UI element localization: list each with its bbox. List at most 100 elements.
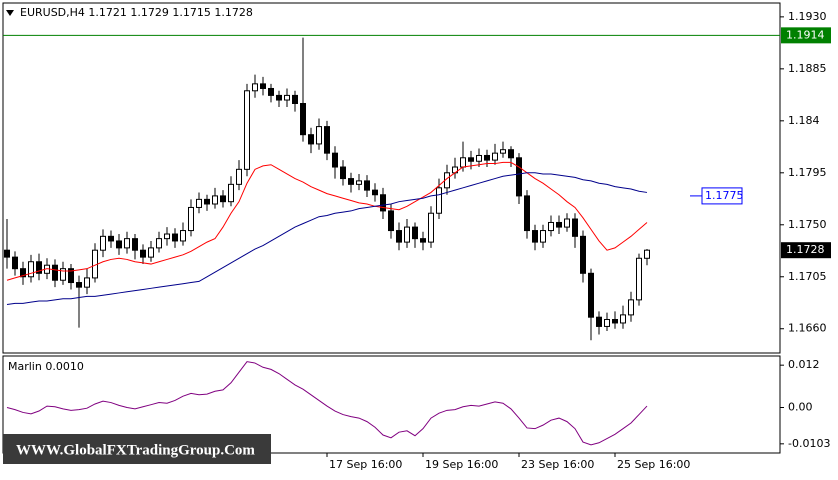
candle-body (268, 87, 274, 96)
candle-body (84, 277, 90, 288)
candle-body (212, 195, 218, 205)
candle-body (628, 299, 634, 316)
candle-body (4, 249, 10, 258)
candle-body (284, 94, 290, 101)
candle-body (332, 152, 338, 168)
candle-body (396, 230, 402, 243)
candle-body (220, 195, 226, 203)
y-tick-label: 1.1930 (788, 10, 827, 23)
candle-body (476, 154, 482, 162)
y-tick-label: 1.1660 (788, 322, 827, 335)
candle-body (516, 157, 522, 197)
ma-label: 1.1775 (705, 189, 744, 202)
candle-body (188, 206, 194, 232)
candle-body (636, 257, 642, 301)
candle-body (236, 168, 242, 185)
candle-body (308, 134, 314, 145)
candle-body (196, 198, 202, 208)
candle-body (260, 83, 266, 89)
candle-body (468, 157, 474, 162)
level-label-box (781, 27, 831, 44)
candle-body (36, 261, 42, 274)
candle-body (124, 238, 130, 249)
candle-body (228, 183, 234, 203)
y-tick-label: 0.012 (788, 358, 820, 371)
candle-body (508, 149, 514, 159)
candle-body (548, 221, 554, 232)
x-tick-label: 23 Sep 16:00 (521, 458, 594, 471)
candle-body (292, 94, 298, 104)
candle-body (324, 126, 330, 154)
candle-body (372, 189, 378, 196)
candle-body (460, 157, 466, 168)
candle-body (596, 316, 602, 327)
candle-body (532, 230, 538, 243)
candle-body (428, 212, 434, 243)
candle-body (356, 180, 362, 185)
candle-body (140, 249, 146, 258)
candle-body (60, 268, 66, 281)
candle-body (20, 268, 26, 278)
candle-body (404, 226, 410, 243)
candle-body (380, 194, 386, 212)
candle-body (524, 195, 530, 232)
candle-body (348, 178, 354, 185)
candle-body (276, 94, 282, 101)
x-tick-label: 17 Sep 16:00 (329, 458, 402, 471)
level-label: 1.1914 (786, 28, 825, 41)
y-tick-label: -0.0103 (788, 437, 830, 450)
x-tick-label: 19 Sep 16:00 (425, 458, 498, 471)
menu-arrow[interactable] (6, 10, 14, 16)
x-tick-label: 25 Sep 16:00 (617, 458, 690, 471)
candle-body (556, 221, 562, 228)
candle-body (108, 235, 114, 242)
candle-body (244, 90, 250, 170)
candle-body (316, 126, 322, 145)
candle-body (132, 238, 138, 251)
candle-body (484, 154, 490, 161)
candle-body (164, 233, 170, 240)
candle-body (572, 218, 578, 237)
candle-body (68, 268, 74, 284)
candle-body (148, 247, 154, 258)
candle-body (364, 180, 370, 191)
candle-body (412, 226, 418, 240)
y-tick-label: 1.1795 (788, 166, 827, 179)
candle-body (100, 235, 106, 251)
last-price-label: 1.1728 (786, 243, 825, 256)
candle-body (116, 240, 122, 249)
candle-body (156, 238, 162, 249)
candle-body (612, 319, 618, 324)
candle-body (172, 233, 178, 242)
candle-body (580, 235, 586, 274)
main-panel (2, 2, 781, 354)
candle-body (604, 319, 610, 327)
candle-body (76, 282, 82, 288)
candle-body (436, 187, 442, 214)
candle-body (388, 210, 394, 232)
candle-body (52, 264, 58, 281)
moving-average (6, 161, 648, 281)
candle-body (28, 261, 34, 278)
candle-body (252, 83, 258, 92)
candle-body (12, 256, 18, 270)
y-tick-label: 1.1750 (788, 218, 827, 231)
watermark-box (3, 434, 271, 464)
candle-body (620, 314, 626, 324)
candle-body (588, 272, 594, 318)
indicator-panel (2, 355, 781, 454)
last-price-box (781, 242, 831, 259)
candle-body (500, 149, 506, 154)
candle-body (420, 238, 426, 243)
candle-body (644, 249, 650, 259)
candle-body (204, 198, 210, 205)
candle-body (564, 218, 570, 228)
y-tick-label: 1.184 (788, 114, 820, 127)
y-tick-label: 1.1705 (788, 270, 827, 283)
candle-body (540, 230, 546, 243)
indicator-line (6, 361, 648, 446)
moving-average (6, 172, 648, 305)
indicator-title: Marlin 0.0010 (8, 360, 84, 373)
